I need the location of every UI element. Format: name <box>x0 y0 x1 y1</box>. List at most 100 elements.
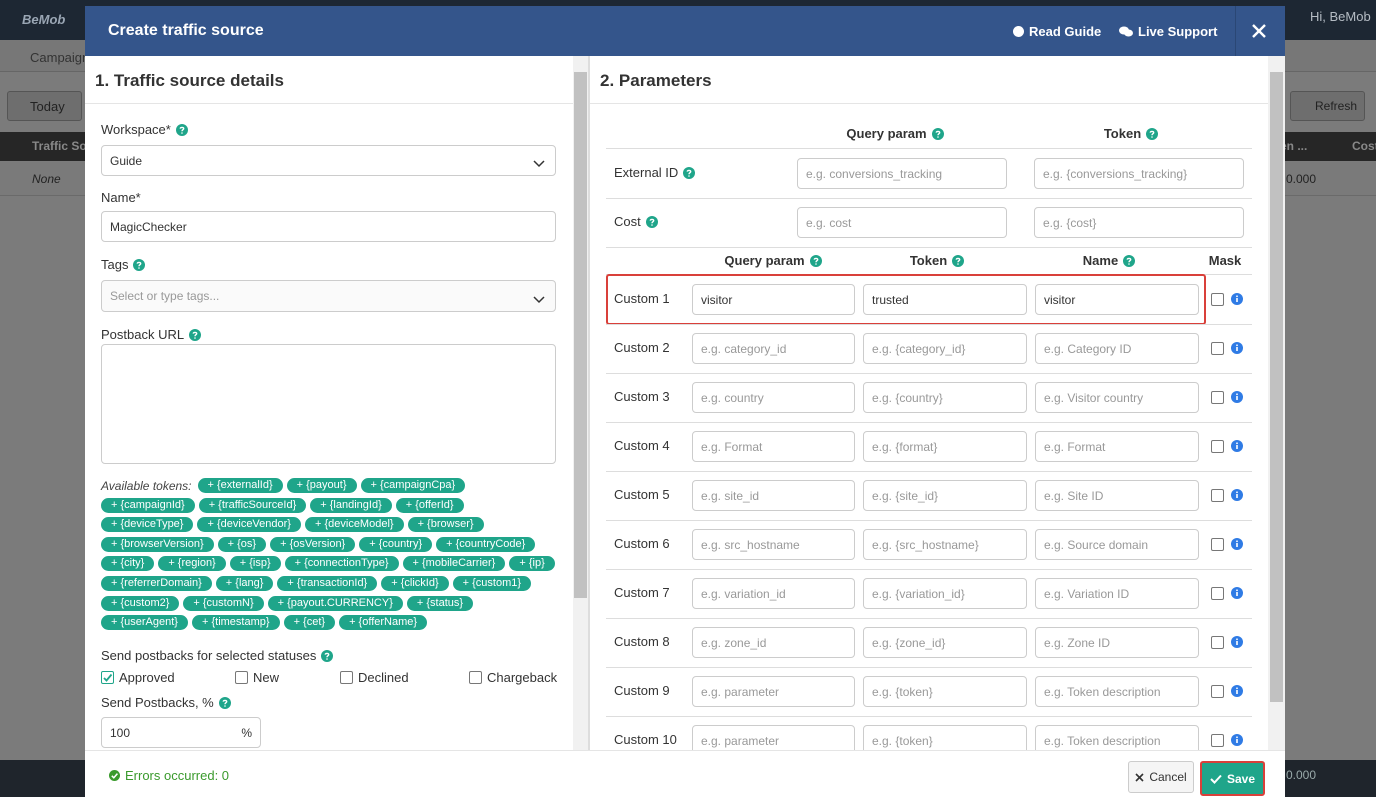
help-icon[interactable] <box>1123 254 1136 267</box>
help-icon[interactable] <box>189 328 202 341</box>
header-link[interactable]: Live Support <box>1119 24 1217 39</box>
token-chip[interactable]: + {os} <box>217 536 267 552</box>
close-button[interactable] <box>1252 24 1266 41</box>
workspace-select[interactable]: Guide <box>101 145 556 176</box>
token-chip[interactable]: + {status} <box>406 595 474 611</box>
help-icon[interactable] <box>133 258 146 271</box>
status-option[interactable]: Approved <box>101 670 175 685</box>
param-input[interactable]: e.g. Zone ID <box>1035 627 1199 658</box>
token-chip[interactable]: + {payout.CURRENCY} <box>267 595 403 611</box>
mask-checkbox[interactable] <box>1211 685 1224 698</box>
postback-textarea[interactable] <box>101 344 556 464</box>
help-icon[interactable] <box>218 696 231 709</box>
name-input[interactable]: MagicChecker <box>101 211 556 242</box>
param-input[interactable]: e.g. Source domain <box>1035 529 1199 560</box>
token-chip[interactable]: + {deviceVendor} <box>197 517 301 533</box>
param-input[interactable]: e.g. Site ID <box>1035 480 1199 511</box>
help-icon[interactable] <box>321 649 334 662</box>
token-chip[interactable]: + {clickId} <box>381 575 449 591</box>
param-input[interactable]: visitor <box>692 284 855 315</box>
token-chip[interactable]: + {custom1} <box>452 575 532 591</box>
help-icon[interactable] <box>931 127 944 140</box>
param-input[interactable]: e.g. Visitor country <box>1035 382 1199 413</box>
token-chip[interactable]: + {mobileCarrier} <box>402 556 506 572</box>
mask-checkbox[interactable] <box>1211 734 1224 747</box>
status-option[interactable]: Chargeback <box>469 670 557 685</box>
token-chip[interactable]: + {payout} <box>286 478 357 493</box>
token-chip[interactable]: + {custom2} <box>101 595 180 611</box>
token-chip[interactable]: + {externalId} <box>197 478 283 493</box>
mask-checkbox[interactable] <box>1211 293 1224 306</box>
token-chip[interactable]: + {userAgent} <box>101 615 188 631</box>
tags-select[interactable]: Select or type tags... <box>101 280 556 312</box>
token-chip[interactable]: + {trafficSourceId} <box>198 497 307 513</box>
param-input[interactable]: e.g. parameter <box>692 676 855 707</box>
token-chip[interactable]: + {landingId} <box>310 497 392 513</box>
param-input[interactable]: e.g. Format <box>692 431 855 462</box>
help-icon[interactable] <box>809 254 822 267</box>
param-input[interactable]: e.g. cost <box>797 207 1007 238</box>
checkbox[interactable] <box>340 671 353 684</box>
param-input[interactable]: e.g. {cost} <box>1034 207 1244 238</box>
param-input[interactable]: e.g. {zone_id} <box>863 627 1027 658</box>
cancel-button[interactable]: Cancel <box>1128 761 1194 793</box>
param-input[interactable]: e.g. zone_id <box>692 627 855 658</box>
help-icon[interactable] <box>645 215 658 228</box>
param-input[interactable]: e.g. {format} <box>863 431 1027 462</box>
token-chip[interactable]: + {transactionId} <box>277 575 378 591</box>
token-chip[interactable]: + {ip} <box>509 556 555 572</box>
help-icon[interactable] <box>175 123 188 136</box>
param-input[interactable]: e.g. Token description <box>1035 676 1199 707</box>
token-chip[interactable]: + {region} <box>158 556 226 572</box>
checkbox[interactable] <box>469 671 482 684</box>
param-input[interactable]: e.g. conversions_tracking <box>797 158 1007 189</box>
checkbox[interactable] <box>235 671 248 684</box>
param-input[interactable]: e.g. variation_id <box>692 578 855 609</box>
token-chip[interactable]: + {city} <box>101 556 155 572</box>
token-chip[interactable]: + {country} <box>359 536 433 552</box>
mask-checkbox[interactable] <box>1211 342 1224 355</box>
token-chip[interactable]: + {offerName} <box>339 615 428 631</box>
token-chip[interactable]: + {browser} <box>407 517 484 533</box>
header-link[interactable]: Read Guide <box>1013 24 1101 39</box>
param-input[interactable]: e.g. {category_id} <box>863 333 1027 364</box>
param-input[interactable]: e.g. {conversions_tracking} <box>1034 158 1244 189</box>
param-input[interactable]: e.g. {variation_id} <box>863 578 1027 609</box>
help-icon[interactable] <box>952 254 965 267</box>
param-input[interactable]: e.g. Token description <box>1035 725 1199 750</box>
token-chip[interactable]: + {connectionType} <box>284 556 399 572</box>
param-input[interactable]: e.g. {src_hostname} <box>863 529 1027 560</box>
param-input[interactable]: e.g. {country} <box>863 382 1027 413</box>
token-chip[interactable]: + {osVersion} <box>270 536 356 552</box>
save-button[interactable]: Save <box>1200 761 1265 796</box>
mask-checkbox[interactable] <box>1211 391 1224 404</box>
param-input[interactable]: e.g. parameter <box>692 725 855 750</box>
token-chip[interactable]: + {campaignCpa} <box>360 478 466 493</box>
status-option[interactable]: New <box>235 670 279 685</box>
token-chip[interactable]: + {deviceModel} <box>304 517 404 533</box>
param-input[interactable]: e.g. {token} <box>863 725 1027 750</box>
param-input[interactable]: trusted <box>863 284 1027 315</box>
date-button[interactable]: Today <box>7 91 82 121</box>
param-input[interactable]: e.g. {site_id} <box>863 480 1027 511</box>
param-input[interactable]: e.g. Variation ID <box>1035 578 1199 609</box>
token-chip[interactable]: + {cet} <box>283 615 336 631</box>
mask-checkbox[interactable] <box>1211 440 1224 453</box>
help-icon[interactable] <box>1146 127 1159 140</box>
token-chip[interactable]: + {isp} <box>229 556 281 572</box>
token-chip[interactable]: + {timestamp} <box>191 615 280 631</box>
token-chip[interactable]: + {lang} <box>215 575 274 591</box>
mask-checkbox[interactable] <box>1211 489 1224 502</box>
percent-input[interactable]: 100% <box>101 717 261 748</box>
param-input[interactable]: e.g. src_hostname <box>692 529 855 560</box>
token-chip[interactable]: + {deviceType} <box>101 517 194 533</box>
status-option[interactable]: Declined <box>340 670 409 685</box>
refresh-button[interactable]: Refresh <box>1290 91 1365 121</box>
mask-checkbox[interactable] <box>1211 636 1224 649</box>
param-input[interactable]: e.g. country <box>692 382 855 413</box>
help-icon[interactable] <box>683 166 696 179</box>
token-chip[interactable]: + {browserVersion} <box>101 536 214 552</box>
mask-checkbox[interactable] <box>1211 587 1224 600</box>
token-chip[interactable]: + {campaignId} <box>101 497 195 513</box>
param-input[interactable]: e.g. Format <box>1035 431 1199 462</box>
